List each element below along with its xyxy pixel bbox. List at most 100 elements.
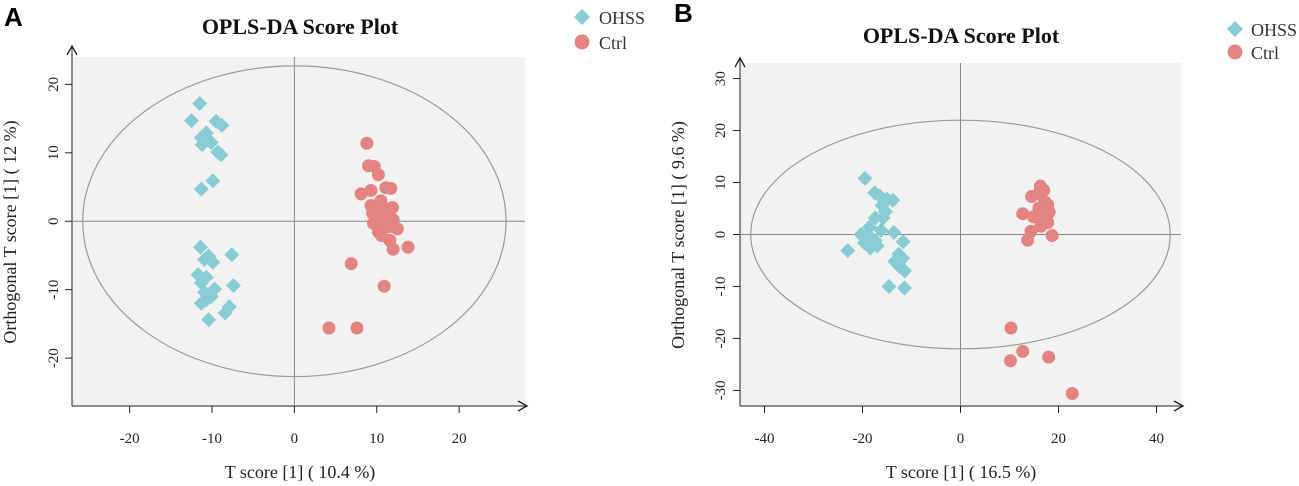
ctrl-point bbox=[1021, 233, 1035, 247]
ctrl-point bbox=[386, 242, 400, 256]
ohss-point bbox=[862, 240, 878, 256]
ctrl-point bbox=[384, 181, 398, 195]
x-tick-label: -40 bbox=[755, 431, 775, 447]
ohss-point bbox=[194, 137, 210, 153]
ohss-point bbox=[225, 278, 241, 294]
panel-a-x-axis-arrow bbox=[517, 400, 529, 412]
y-tick-label: 30 bbox=[713, 71, 729, 86]
x-tick-label: 10 bbox=[369, 431, 384, 447]
panel-b-confidence-ellipse bbox=[750, 119, 1171, 350]
ctrl-point bbox=[1003, 354, 1017, 368]
ctrl-point bbox=[1065, 387, 1079, 401]
x-tick-label: 20 bbox=[1051, 431, 1066, 447]
panel-a-y-axis-arrow bbox=[66, 44, 78, 56]
series-ctrl bbox=[322, 136, 415, 335]
series-ctrl bbox=[1003, 179, 1079, 401]
x-tick-label: 20 bbox=[452, 431, 467, 447]
x-tick-label: -20 bbox=[120, 431, 140, 447]
x-tick-label: 40 bbox=[1149, 431, 1164, 447]
ohss-point bbox=[193, 181, 209, 197]
panel-b-x-axis-arrow bbox=[1173, 400, 1185, 412]
panel-b-y-axis-label: Orthogonal T score [1] ( 9.6 %) bbox=[668, 121, 689, 349]
ohss-point bbox=[192, 239, 208, 255]
ohss-point bbox=[867, 210, 883, 226]
ohss-point bbox=[886, 224, 902, 240]
panel-b-title: OPLS-DA Score Plot bbox=[863, 23, 1060, 48]
ctrl-point bbox=[344, 257, 358, 271]
x-tick-label: 0 bbox=[291, 431, 299, 447]
ohss-point bbox=[840, 243, 856, 259]
ctrl-point bbox=[1042, 350, 1056, 364]
panel-a-y-axis-label: Orthogonal T score [1] ( 12 %) bbox=[0, 120, 21, 343]
ctrl-point bbox=[401, 240, 415, 254]
ohss-point bbox=[217, 305, 233, 321]
ohss-point bbox=[224, 247, 240, 263]
ctrl-point bbox=[371, 168, 385, 182]
ohss-point bbox=[201, 312, 217, 328]
x-tick-label: -10 bbox=[202, 431, 222, 447]
ctrl-point bbox=[322, 321, 336, 335]
panel-b: B OPLS-DA Score Plot OHSS Ctrl -40 -20 0 20… bbox=[668, 0, 1297, 483]
x-tick-label: 0 bbox=[957, 431, 965, 447]
panel-a-title: OPLS-DA Score Plot bbox=[202, 14, 399, 39]
panel-a-legend: OHSS Ctrl bbox=[574, 8, 645, 53]
ctrl-point bbox=[1004, 321, 1018, 335]
series-ohss bbox=[183, 96, 241, 328]
panel-b-x-ticks: -40 -20 0 20 40 bbox=[755, 406, 1164, 447]
ohss-point bbox=[214, 117, 230, 133]
panel-b-legend-ctrl-marker bbox=[1227, 44, 1243, 60]
y-tick-label: 20 bbox=[713, 123, 729, 138]
ctrl-point bbox=[390, 222, 404, 236]
ohss-point bbox=[873, 222, 889, 238]
panel-b-legend-ctrl-label: Ctrl bbox=[1251, 43, 1279, 63]
panel-a: A OPLS-DA Score Plot OHSS Ctrl -20 -10 0 10… bbox=[0, 2, 645, 483]
y-tick-label: -20 bbox=[713, 328, 729, 348]
ohss-point bbox=[895, 234, 911, 250]
ohss-point bbox=[192, 96, 208, 112]
y-tick-label: -10 bbox=[46, 280, 62, 300]
ohss-point bbox=[205, 173, 221, 189]
ctrl-point bbox=[1045, 229, 1059, 243]
ctrl-point bbox=[360, 136, 374, 150]
panel-b-letter: B bbox=[674, 0, 693, 28]
panel-a-legend-ohss-marker bbox=[574, 9, 590, 25]
ohss-point bbox=[203, 289, 219, 305]
panel-a-y-ticks: -20 -10 0 10 20 bbox=[46, 77, 72, 368]
ctrl-point bbox=[385, 201, 399, 215]
panel-a-confidence-ellipse bbox=[82, 65, 507, 378]
x-tick-label: -20 bbox=[853, 431, 873, 447]
panel-b-y-axis-arrow bbox=[734, 56, 746, 68]
panel-a-points bbox=[183, 96, 415, 335]
panel-a-x-axis-label: T score [1] ( 10.4 %) bbox=[225, 462, 376, 483]
panel-b-legend-ohss-label: OHSS bbox=[1251, 20, 1297, 40]
panel-b-legend: OHSS Ctrl bbox=[1227, 20, 1297, 63]
ctrl-point bbox=[1016, 344, 1030, 358]
ohss-point bbox=[213, 147, 229, 163]
ohss-point bbox=[885, 192, 901, 208]
ctrl-point bbox=[354, 187, 368, 201]
panel-a-legend-ctrl-marker bbox=[574, 34, 590, 50]
panel-b-legend-ohss-marker bbox=[1227, 21, 1243, 37]
panel-a-plot-background bbox=[72, 57, 525, 406]
panel-a-letter: A bbox=[4, 2, 23, 32]
ohss-point bbox=[857, 170, 873, 186]
ohss-point bbox=[897, 263, 913, 279]
y-tick-label: 10 bbox=[713, 175, 729, 190]
y-tick-label: -10 bbox=[713, 276, 729, 296]
ctrl-point bbox=[1016, 207, 1030, 221]
ohss-point bbox=[875, 210, 891, 226]
ctrl-point bbox=[1025, 190, 1039, 204]
series-ohss bbox=[840, 170, 913, 296]
ctrl-point bbox=[350, 321, 364, 335]
panel-a-legend-ctrl-label: Ctrl bbox=[599, 33, 627, 53]
y-tick-label: 10 bbox=[46, 145, 62, 160]
ohss-point bbox=[205, 254, 221, 270]
panel-b-y-ticks: -30 -20 -10 0 10 20 30 bbox=[713, 71, 740, 400]
panel-a-legend-ohss-label: OHSS bbox=[599, 8, 645, 28]
panel-b-x-axis-label: T score [1] ( 16.5 %) bbox=[886, 462, 1037, 483]
y-tick-label: 20 bbox=[46, 77, 62, 92]
ohss-point bbox=[897, 280, 913, 296]
y-tick-label: 0 bbox=[713, 231, 729, 239]
ctrl-point bbox=[377, 279, 391, 293]
